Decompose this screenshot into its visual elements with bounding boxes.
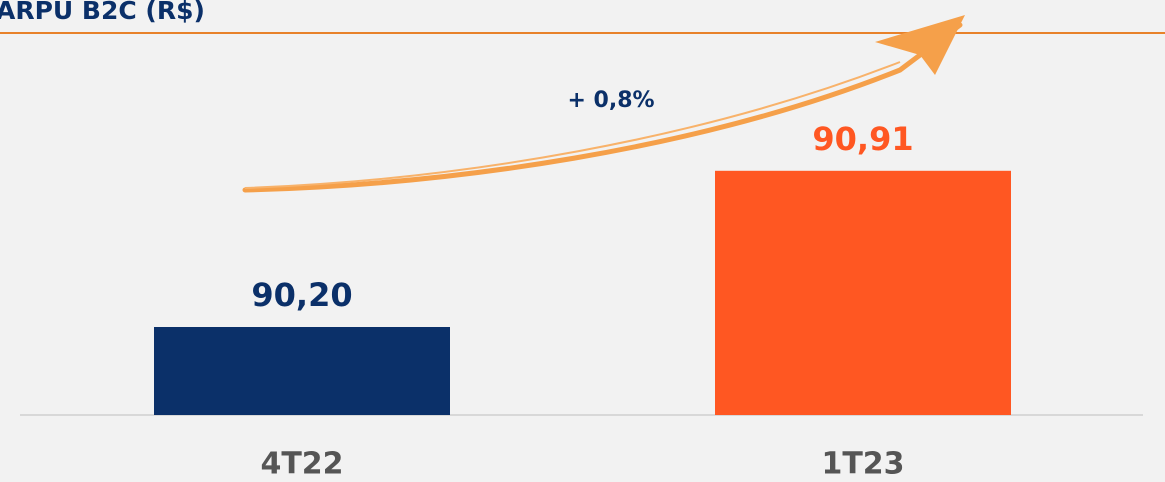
bar [715,171,1011,415]
bar [154,327,450,415]
page: ARPU B2C (R$) + 0,8% 90,204T2290,911T23 … [0,0,1165,482]
x-tick-label: 4T22 [260,447,343,482]
value-label: 90,91 [812,120,913,158]
x-tick-label: 1T23 [821,447,904,482]
value-label: 90,20 [251,276,352,314]
chart: ARPU B2C (R$) + 0,8% 90,20 4T22 90,91 1T23 [0,0,1165,482]
chart-title: ARPU B2C (R$) [0,0,205,25]
annotation: + 0,8% [567,88,654,113]
